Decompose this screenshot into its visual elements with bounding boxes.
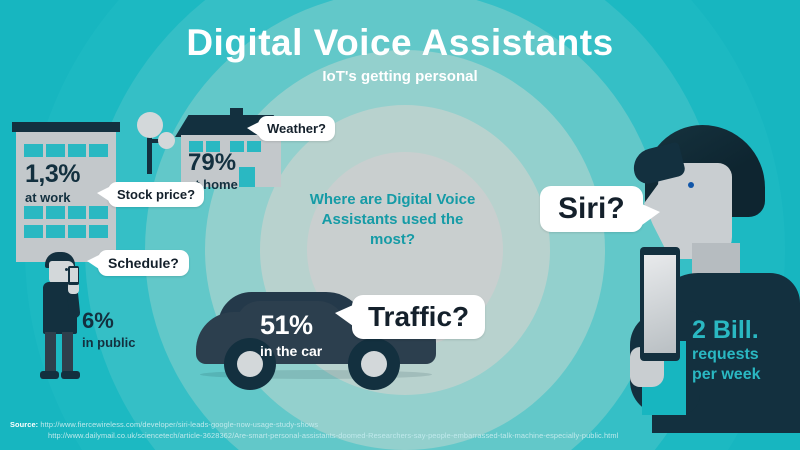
office-window-row-2 bbox=[24, 206, 108, 219]
tree-icon bbox=[132, 112, 176, 174]
bubble-tail bbox=[641, 204, 660, 225]
tree-foliage-small bbox=[158, 132, 175, 149]
house-window-4 bbox=[247, 141, 261, 152]
speech-bubble-siri: Siri? bbox=[540, 186, 660, 232]
requests-stat: 2 Bill. requests per week bbox=[692, 316, 761, 385]
office-window-row-3 bbox=[24, 225, 108, 238]
pedestrian-legs bbox=[45, 332, 75, 374]
man-with-tablet-illustration: 2 Bill. requests per week bbox=[600, 125, 800, 433]
speech-bubble-schedule-text: Schedule? bbox=[108, 255, 179, 271]
car-shadow bbox=[200, 370, 432, 379]
stat-at-home-value: 79% bbox=[188, 149, 237, 176]
source-line-2: http://www.dailymail.co.uk/sciencetech/a… bbox=[10, 430, 790, 441]
car-wheel-front bbox=[224, 338, 276, 390]
bubble-tail bbox=[87, 255, 99, 269]
car-wheel-rear bbox=[348, 338, 400, 390]
requests-label-line2: per week bbox=[692, 365, 761, 383]
speech-bubble-traffic: Traffic? bbox=[335, 295, 486, 339]
speech-bubble-schedule: Schedule? bbox=[87, 250, 189, 276]
house-door bbox=[239, 167, 255, 187]
stat-at-work-value: 1,3% bbox=[25, 160, 80, 188]
speech-bubble-stock-price: Stock price? bbox=[97, 182, 205, 207]
source-footer: Source: http://www.fiercewireless.com/de… bbox=[10, 419, 790, 441]
page-subtitle: IoT's getting personal bbox=[322, 68, 478, 85]
speech-bubble-siri-text: Siri? bbox=[558, 192, 625, 225]
speech-bubble-traffic-text: Traffic? bbox=[368, 301, 470, 332]
house-window-2 bbox=[206, 141, 220, 152]
stat-in-public: 6% in public bbox=[82, 308, 172, 351]
stat-in-the-car-value: 51% bbox=[260, 310, 313, 340]
tree-branch bbox=[151, 139, 160, 143]
smartphone-icon bbox=[68, 266, 79, 285]
tablet-icon bbox=[640, 247, 680, 361]
source-url-2[interactable]: http://www.dailymail.co.uk/sciencetech/a… bbox=[48, 430, 619, 440]
stat-in-the-car-label: in the car bbox=[260, 343, 323, 359]
page-title: Digital Voice Assistants bbox=[186, 22, 614, 63]
pedestrian-eye bbox=[65, 268, 68, 271]
stat-at-work: 1,3% at work bbox=[25, 160, 80, 206]
tree-trunk bbox=[147, 130, 152, 174]
pedestrian-shoe-right bbox=[61, 371, 80, 379]
source-url-1[interactable]: http://www.fiercewireless.com/developer/… bbox=[40, 419, 319, 429]
speech-bubble-weather-text: Weather? bbox=[267, 121, 326, 136]
source-line-1: Source: http://www.fiercewireless.com/de… bbox=[10, 419, 790, 430]
office-window-row-1 bbox=[24, 144, 108, 157]
car-illustration: 51% in the car bbox=[196, 292, 436, 390]
source-label: Source: bbox=[10, 419, 39, 429]
office-roof bbox=[12, 122, 120, 132]
stat-in-the-car: 51% in the car bbox=[260, 310, 323, 360]
bubble-tail bbox=[247, 122, 259, 136]
pedestrian-illustration: 6% in public bbox=[38, 252, 135, 382]
requests-label-line1: requests bbox=[692, 345, 759, 363]
stat-in-public-label: in public bbox=[82, 335, 136, 350]
bubble-tail bbox=[97, 187, 109, 201]
stat-at-work-label: at work bbox=[25, 190, 71, 205]
office-building-illustration: 1,3% at work bbox=[12, 122, 120, 262]
speech-bubble-weather: Weather? bbox=[247, 116, 335, 141]
center-question: Where are Digital Voice Assistants used … bbox=[309, 191, 476, 248]
tree-foliage-large bbox=[137, 112, 163, 138]
house-window-1 bbox=[189, 141, 203, 152]
pedestrian-hand bbox=[68, 282, 79, 294]
house-window-3 bbox=[230, 141, 244, 152]
pedestrian-shoe-left bbox=[40, 371, 59, 379]
bubble-tail bbox=[335, 305, 353, 326]
requests-value: 2 Bill. bbox=[692, 316, 759, 344]
stat-in-public-value: 6% bbox=[82, 308, 114, 333]
man-eye bbox=[688, 182, 694, 188]
pedestrian-face bbox=[49, 261, 74, 283]
speech-bubble-stock-price-text: Stock price? bbox=[117, 187, 196, 202]
